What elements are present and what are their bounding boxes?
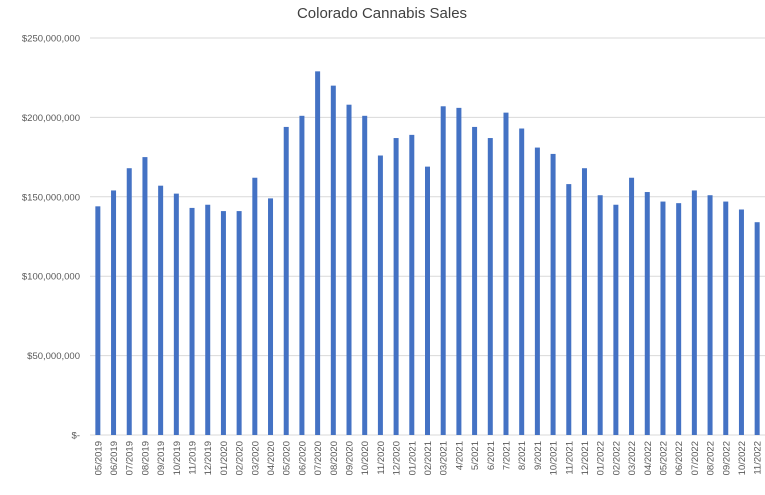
bar-03-2021 bbox=[440, 106, 446, 435]
x-tick-label: 05/2020 bbox=[282, 441, 293, 475]
x-tick-label: 06/2019 bbox=[109, 441, 120, 475]
bar-08-2020 bbox=[330, 85, 336, 435]
x-tick-label: 07/2020 bbox=[313, 441, 324, 475]
x-tick-label: 08/2019 bbox=[140, 441, 151, 475]
bar-7-2021 bbox=[503, 112, 509, 436]
bar-06-2022 bbox=[676, 203, 682, 435]
x-tick-label: 02/2022 bbox=[611, 441, 622, 475]
bar-9-2021 bbox=[534, 147, 540, 435]
x-tick-label: 10/2019 bbox=[172, 441, 183, 475]
bar-04-2020 bbox=[268, 198, 274, 435]
x-tick-label: 04/2022 bbox=[643, 441, 654, 475]
bar-10-2020 bbox=[362, 115, 368, 435]
bar-10-2019 bbox=[173, 193, 179, 435]
y-tick-label: $- bbox=[72, 431, 80, 442]
x-tick-label: 09/2019 bbox=[156, 441, 167, 475]
bar-06-2019 bbox=[111, 190, 117, 435]
bar-11-2022 bbox=[754, 222, 760, 435]
x-tick-label: 11/2020 bbox=[376, 441, 387, 475]
x-tick-label: 12/2021 bbox=[580, 441, 591, 475]
y-tick-label: $150,000,000 bbox=[22, 192, 80, 203]
x-tick-label: 03/2021 bbox=[439, 441, 450, 475]
bar-03-2022 bbox=[629, 177, 635, 435]
bars bbox=[95, 71, 760, 436]
bar-10-2021 bbox=[550, 153, 556, 435]
bar-5-2021 bbox=[472, 126, 478, 435]
bar-05-2020 bbox=[283, 126, 289, 435]
x-tick-label: 9/2021 bbox=[533, 441, 544, 470]
x-tick-label: 12/2019 bbox=[203, 441, 214, 475]
x-tick-label: 02/2021 bbox=[423, 441, 434, 475]
bar-12-2020 bbox=[393, 138, 399, 435]
x-tick-label: 05/2022 bbox=[658, 441, 669, 475]
x-tick-label: 5/2021 bbox=[470, 441, 481, 470]
x-tick-label: 09/2022 bbox=[721, 441, 732, 475]
bar-01-2020 bbox=[220, 211, 226, 435]
x-tick-label: 01/2020 bbox=[219, 441, 230, 475]
x-axis-ticks: 05/2019 06/2019 07/2019 08/2019 09/2019 10/20… bbox=[93, 441, 763, 475]
bar-02-2021 bbox=[425, 166, 430, 436]
bar-4-2021 bbox=[456, 107, 462, 435]
x-tick-label: 05/2019 bbox=[93, 441, 104, 475]
bar-12-2021 bbox=[581, 168, 587, 435]
x-tick-label: 4/2021 bbox=[454, 441, 465, 470]
x-tick-label: 11/2019 bbox=[188, 441, 199, 475]
bar-07-2019 bbox=[126, 168, 132, 435]
x-tick-label: 10/2020 bbox=[360, 441, 371, 475]
x-tick-label: 06/2022 bbox=[674, 441, 685, 475]
x-tick-label: 10/2022 bbox=[737, 441, 748, 475]
bar-01-2022 bbox=[597, 195, 603, 435]
bar-05-2022 bbox=[660, 201, 666, 435]
bar-07-2022 bbox=[691, 190, 697, 435]
y-tick-label: $100,000,000 bbox=[22, 272, 80, 283]
bar-09-2019 bbox=[158, 185, 164, 435]
x-tick-label: 11/2022 bbox=[753, 441, 764, 475]
x-tick-label: 03/2022 bbox=[627, 441, 638, 475]
bar-02-2020 bbox=[236, 211, 242, 435]
bar-09-2022 bbox=[723, 201, 729, 435]
bar-03-2020 bbox=[252, 177, 258, 435]
bar-8-2021 bbox=[519, 128, 525, 436]
y-tick-label: $250,000,000 bbox=[22, 34, 80, 45]
x-tick-label: 6/2021 bbox=[486, 441, 497, 470]
bar-11-2020 bbox=[377, 155, 383, 435]
x-tick-label: 09/2020 bbox=[345, 441, 356, 475]
x-tick-label: 02/2020 bbox=[235, 441, 246, 475]
x-tick-label: 8/2021 bbox=[517, 441, 528, 470]
x-tick-label: 06/2020 bbox=[297, 441, 308, 475]
y-tick-label: $200,000,000 bbox=[22, 113, 80, 124]
bar-08-2019 bbox=[142, 157, 148, 435]
x-tick-label: 08/2020 bbox=[329, 441, 340, 475]
x-tick-label: 04/2020 bbox=[266, 441, 277, 475]
x-tick-label: 03/2020 bbox=[250, 441, 261, 475]
bar-11-2021 bbox=[566, 184, 572, 435]
x-tick-label: 07/2022 bbox=[690, 441, 701, 475]
bar-06-2020 bbox=[299, 115, 305, 435]
y-tick-label: $50,000,000 bbox=[27, 351, 80, 362]
bar-04-2022 bbox=[644, 192, 650, 435]
bar-07-2020 bbox=[315, 71, 321, 436]
x-tick-label: 07/2019 bbox=[125, 441, 136, 475]
x-tick-label: 12/2020 bbox=[392, 441, 403, 475]
bar-01-2021 bbox=[409, 134, 415, 436]
bar-10-2022 bbox=[738, 209, 744, 435]
bar-09-2020 bbox=[346, 104, 352, 436]
bar-05-2019 bbox=[95, 206, 101, 435]
x-tick-label: 01/2021 bbox=[407, 441, 418, 475]
bar-02-2022 bbox=[613, 204, 619, 435]
chart-title: Colorado Cannabis Sales bbox=[297, 5, 467, 22]
x-tick-label: 7/2021 bbox=[501, 441, 512, 470]
bar-08-2022 bbox=[707, 195, 713, 435]
x-tick-label: 11/2021 bbox=[564, 441, 575, 475]
bar-6-2021 bbox=[487, 138, 493, 435]
x-tick-label: 08/2022 bbox=[706, 441, 717, 475]
x-tick-label: 10/2021 bbox=[549, 441, 560, 475]
bar-11-2019 bbox=[189, 207, 195, 435]
x-tick-label: 01/2022 bbox=[596, 441, 607, 475]
y-axis-ticks: $- $50,000,000 $100,000,000 $150,000,000 $20… bbox=[22, 34, 80, 442]
bar-12-2019 bbox=[205, 204, 211, 435]
